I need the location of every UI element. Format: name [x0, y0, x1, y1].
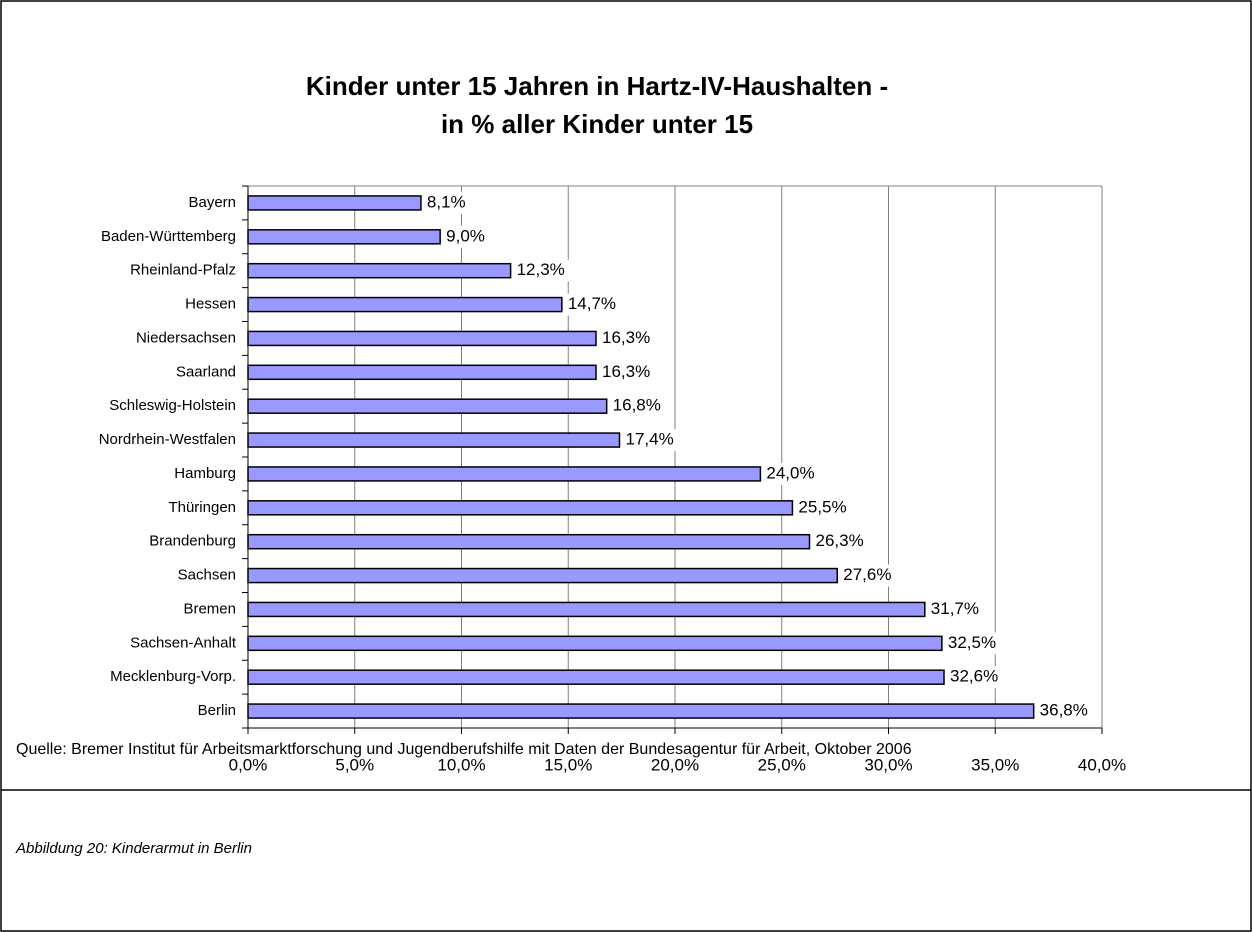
label-bg: [623, 429, 680, 452]
label-bg: [945, 632, 1002, 655]
value-label: 36,8%: [1040, 701, 1088, 720]
label-bg: [764, 462, 821, 485]
x-tick-label: 25,0%: [758, 755, 806, 774]
y-tick-label: Sachsen: [178, 567, 236, 584]
y-tick-label: Bremen: [183, 600, 236, 617]
caption: Abbildung 20: Kinderarmut in Berlin: [15, 840, 252, 857]
bar: [247, 195, 422, 211]
y-tick-label: Baden-Württemberg: [101, 228, 236, 245]
value-label: 26,3%: [816, 531, 864, 550]
value-label: 25,5%: [798, 497, 846, 516]
y-tick-label: Hessen: [185, 296, 236, 313]
x-tick-label: 20,0%: [651, 755, 699, 774]
bar: [247, 500, 794, 516]
label-bg: [610, 395, 667, 418]
y-tick-label: Rheinland-Pfalz: [130, 262, 236, 279]
x-tick-label: 40,0%: [1078, 755, 1126, 774]
value-label: 32,5%: [948, 633, 996, 652]
value-label: 12,3%: [517, 260, 565, 279]
y-tick-label: Hamburg: [174, 465, 236, 482]
bar: [247, 432, 621, 448]
x-tick-label: 10,0%: [437, 755, 485, 774]
value-label: 32,6%: [950, 667, 998, 686]
value-label: 14,7%: [568, 294, 616, 313]
y-tick-label: Schleswig-Holstein: [109, 397, 236, 414]
bar: [247, 229, 441, 245]
y-tick-label: Sachsen-Anhalt: [130, 634, 237, 651]
label-bg: [841, 564, 898, 587]
y-tick-label: Brandenburg: [149, 533, 236, 550]
bar: [247, 466, 762, 482]
source: Quelle: Bremer Institut für Arbeitsmarkt…: [16, 741, 912, 758]
value-label: 9,0%: [446, 226, 485, 245]
value-label: 16,3%: [602, 328, 650, 347]
value-label: 17,4%: [625, 430, 673, 449]
chart-title: in % aller Kinder unter 15: [441, 109, 753, 139]
bar: [247, 330, 597, 347]
label-bg: [1037, 700, 1094, 723]
bar: [247, 533, 811, 550]
bar: [247, 601, 926, 618]
value-label: 24,0%: [766, 463, 814, 482]
bar: [247, 364, 597, 381]
value-label: 8,1%: [427, 192, 466, 211]
y-tick-label: Berlin: [198, 702, 236, 719]
bar: [247, 296, 563, 313]
bar: [247, 703, 1035, 719]
label-bg: [424, 191, 481, 214]
label-bg: [948, 666, 1005, 689]
y-tick-label: Mecklenburg-Vorp.: [110, 668, 236, 685]
bar: [247, 635, 943, 652]
bar: [247, 567, 839, 584]
label-bg: [565, 293, 622, 316]
chart-title: Kinder unter 15 Jahren in Hartz-IV-Haush…: [306, 71, 888, 101]
label-bg: [928, 598, 985, 621]
x-tick-label: 5,0%: [335, 755, 374, 774]
x-tick-label: 15,0%: [544, 755, 592, 774]
value-label: 31,7%: [931, 599, 979, 618]
bar: [247, 669, 945, 685]
bar: [247, 262, 512, 279]
label-bg: [444, 225, 501, 248]
label-bg: [600, 327, 657, 350]
y-tick-label: Nordrhein-Westfalen: [99, 431, 236, 448]
label-bg: [813, 530, 870, 553]
y-tick-label: Niedersachsen: [136, 329, 236, 346]
y-tick-label: Saarland: [176, 363, 236, 380]
label-bg: [514, 259, 571, 282]
value-label: 27,6%: [843, 565, 891, 584]
label-bg: [600, 361, 657, 384]
x-tick-label: 30,0%: [864, 755, 912, 774]
x-tick-label: 0,0%: [229, 755, 268, 774]
bar: [247, 398, 608, 414]
label-bg: [796, 496, 853, 519]
x-tick-label: 35,0%: [971, 755, 1019, 774]
y-tick-label: Bayern: [188, 194, 236, 211]
value-label: 16,8%: [613, 396, 661, 415]
y-tick-label: Thüringen: [168, 499, 236, 516]
value-label: 16,3%: [602, 362, 650, 381]
